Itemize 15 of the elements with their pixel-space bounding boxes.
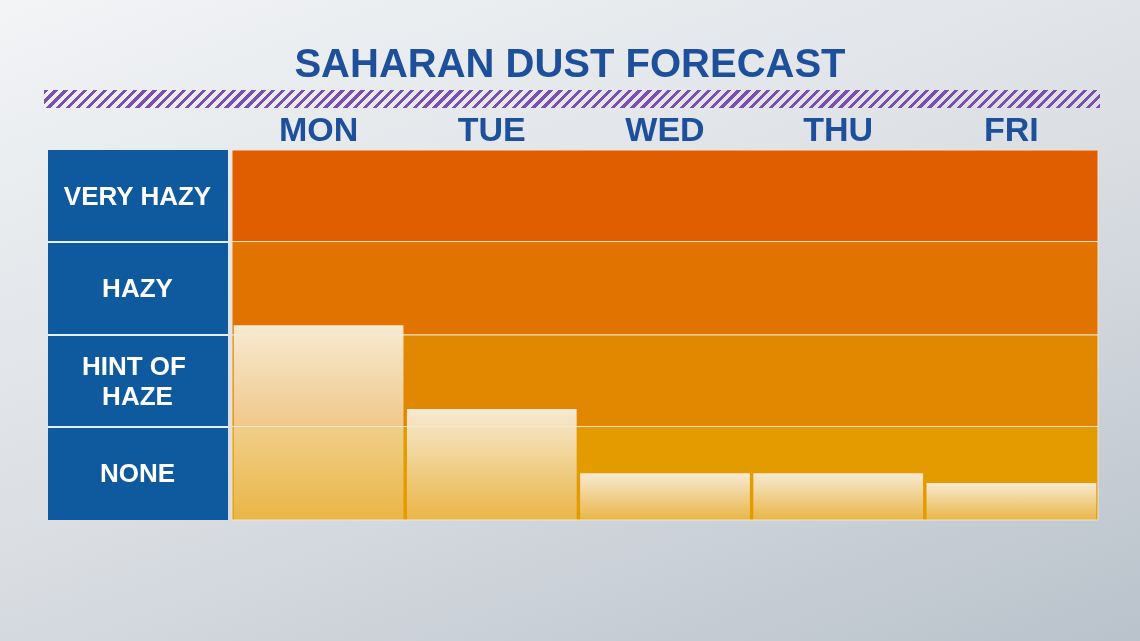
band-label: HINT OF HAZE [81,350,194,411]
x-tick-label: FRI [984,110,1039,148]
bar [926,483,1097,520]
band-label: HAZY [102,273,173,304]
x-tick-label: WED [625,110,705,148]
band-label: VERY HAZY [63,180,212,211]
bar [753,473,924,520]
bar [406,409,577,520]
bar [233,325,404,520]
band-label: NONE [99,458,176,489]
x-tick-label: MON [278,110,359,148]
x-tick-label: TUE [457,110,526,148]
chart-title: SAHARAN DUST FORECAST [294,41,846,85]
bar [580,473,750,520]
x-tick-label: THU [803,110,874,148]
